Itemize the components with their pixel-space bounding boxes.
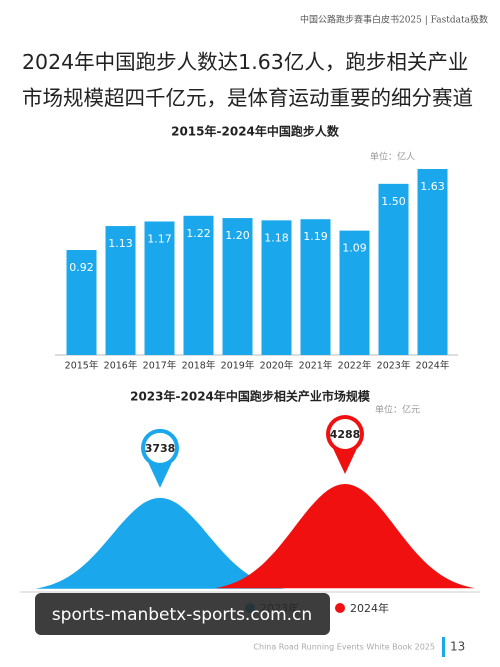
legend-label: 2024年: [350, 601, 389, 615]
watermark: sports-manbetx-sports.com.cn: [52, 605, 312, 625]
x-tick-label: 2017年: [143, 360, 177, 372]
value-label: 1.19: [303, 230, 328, 243]
bar: [417, 169, 448, 355]
unit: 单位：亿人: [370, 151, 415, 163]
value-label: 1.63: [420, 180, 445, 193]
x-tick-label: 2024年: [416, 360, 450, 372]
bell-area: [215, 484, 475, 589]
x-tick-label: 2020年: [260, 360, 294, 372]
x-tick-label: 2019年: [221, 360, 255, 372]
bar: [378, 183, 409, 355]
x-tick-label: 2021年: [299, 360, 333, 372]
bar: [300, 219, 331, 355]
x-tick-label: 2018年: [182, 360, 216, 372]
value-label: 4288: [330, 428, 361, 441]
bar: [144, 221, 175, 355]
value-label: 1.22: [186, 227, 211, 240]
watermark-box: [35, 593, 330, 635]
bar: [339, 230, 370, 355]
pin-face: [330, 419, 360, 449]
value-label: 1.18: [264, 231, 289, 244]
chart-title: 2015年-2024年中国跑步人数: [171, 124, 340, 139]
bar: [222, 218, 253, 355]
x-tick-label: 2015年: [65, 360, 99, 372]
page-number: 13: [450, 640, 465, 654]
bar: [105, 226, 136, 355]
value-label: 1.50: [381, 195, 406, 208]
value-label: 1.13: [108, 237, 133, 250]
bar: [183, 215, 214, 355]
unit: 单位：亿元: [375, 404, 420, 416]
x-tick-label: 2016年: [104, 360, 138, 372]
bar: [261, 220, 292, 355]
chart-title: 2023年-2024年中国跑步相关产业市场规模: [130, 389, 371, 404]
value-label: 1.20: [225, 229, 250, 242]
footer-text: China Road Running Events White Book 202…: [253, 643, 435, 652]
value-label: 1.17: [147, 232, 172, 245]
pin-face: [145, 432, 175, 463]
bell-area: [35, 497, 285, 589]
x-tick-label: 2022年: [338, 360, 372, 372]
value-label: 1.09: [342, 242, 367, 255]
x-tick-label: 2023年: [377, 360, 411, 372]
value-label: 3738: [145, 442, 176, 455]
header: 中国公路跑步赛事白皮书2025 | Fastdata极数: [300, 14, 488, 26]
value-label: 0.92: [69, 261, 94, 274]
footer-bar: [442, 637, 445, 657]
legend-swatch: [335, 603, 345, 613]
page-title: 2024年中国跑步人数达1.63亿人，跑步相关产业市场规模超四千亿元，是体育运动…: [22, 50, 473, 110]
bar: [66, 250, 97, 355]
